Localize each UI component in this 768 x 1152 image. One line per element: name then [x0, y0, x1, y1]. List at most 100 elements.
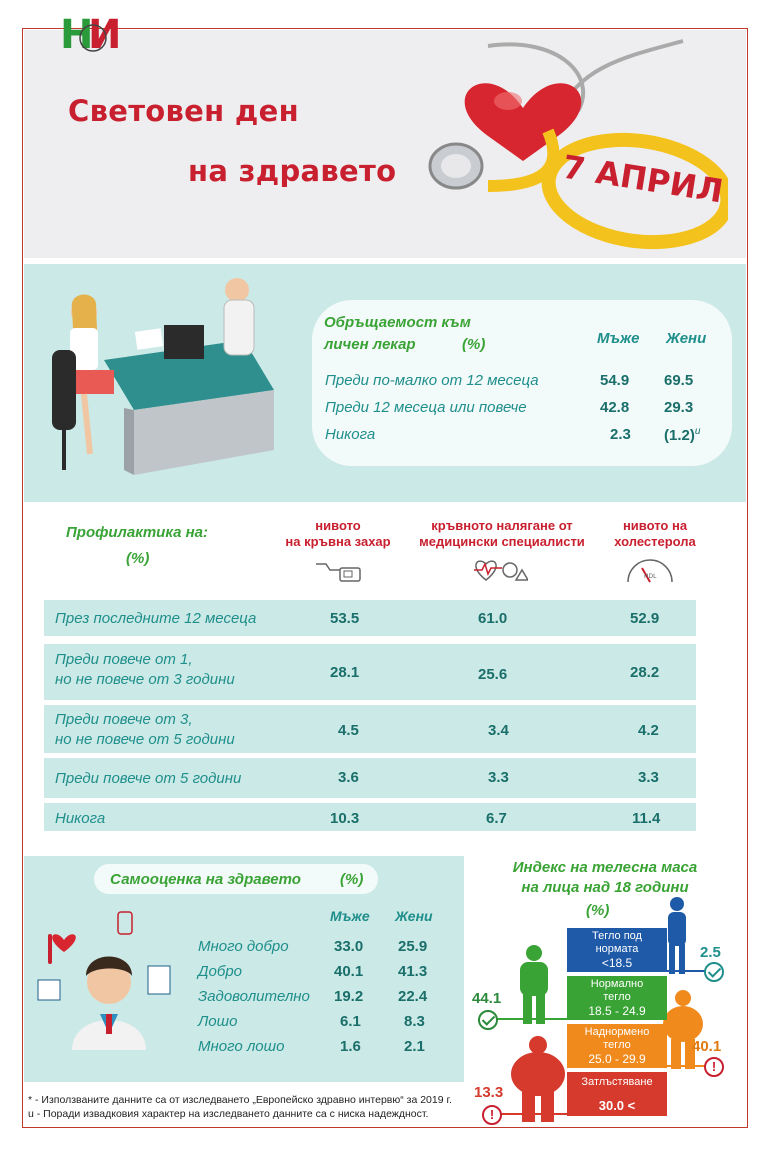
svg-text:HDL: HDL — [644, 573, 657, 580]
prevention-value: 28.2 — [630, 664, 660, 681]
underweight-figure-icon — [668, 897, 686, 974]
self-assessment-unit: (%) — [340, 871, 364, 888]
row-label-line2: но не повече от 3 години — [55, 671, 235, 688]
bmi-connector — [493, 1018, 567, 1020]
bmi-title: Индекс на телесна маса на лица над 18 год… — [470, 858, 740, 898]
obese-figure-icon — [511, 1036, 565, 1122]
prevention-col-header: кръвното налягане от медицински специалис… — [412, 518, 592, 550]
glucometer-icon — [316, 563, 361, 582]
prevention-title: Профилактика на: — [66, 524, 209, 541]
prevention-row-bg — [44, 758, 696, 798]
self-row-women: 8.3 — [404, 1013, 425, 1030]
blood-pressure-icon — [474, 560, 528, 581]
self-row-label: Добро — [198, 963, 243, 980]
bmi-cat-line2: нормата — [595, 943, 639, 955]
col-header-line1: нивото — [315, 518, 361, 533]
footnote-reliability: u - Поради извадковия характер на изслед… — [28, 1108, 429, 1120]
prevention-value: 3.4 — [488, 722, 509, 739]
bmi-title-line1: Индекс на телесна маса — [512, 859, 698, 876]
prevention-value: 61.0 — [478, 610, 508, 627]
col-header-line1: нивото на — [622, 518, 688, 533]
bmi-title-line2: на лица над 18 години — [521, 879, 689, 896]
bmi-cat-range: 30.0 < — [598, 1098, 636, 1113]
self-row-men: 19.2 — [334, 988, 364, 1005]
prevention-row-label: Преди повече от 5 години — [55, 770, 242, 787]
gp-row-men: 54.9 — [600, 372, 630, 389]
bmi-cat-line1: Затлъстяване — [581, 1076, 653, 1088]
prevention-value: 52.9 — [630, 610, 660, 627]
bmi-cat-line1: Наднормено — [584, 1026, 650, 1038]
prevention-value: 6.7 — [486, 810, 507, 827]
prevention-row-bg — [44, 705, 696, 753]
gp-col-women: Жени — [666, 330, 707, 347]
prevention-value: 3.6 — [338, 769, 359, 786]
self-row-label: Много добро — [198, 938, 289, 955]
prevention-row-bg — [44, 600, 696, 636]
self-row-women: 25.9 — [398, 938, 428, 955]
bmi-value: 44.1 — [472, 990, 502, 1007]
prevention-value: 10.3 — [330, 810, 360, 827]
bmi-value: 40.1 — [692, 1038, 722, 1055]
doctor-patient-illustration — [52, 278, 274, 475]
self-col-women: Жени — [395, 908, 433, 924]
col-header-line2: холестерола — [614, 534, 696, 549]
nsi-logo: Н И — [60, 12, 121, 54]
self-row-label: Задоволително — [198, 988, 310, 1005]
page-frame — [22, 28, 748, 1128]
bmi-cat-line2: тегло — [603, 1039, 631, 1051]
self-row-men: 1.6 — [340, 1038, 361, 1055]
bmi-connector — [494, 1113, 567, 1115]
bmi-category-underweight: Тегло под нормата <18.5 — [567, 928, 667, 972]
bmi-cat-range: 18.5 - 24.9 — [588, 1004, 646, 1018]
gp-unit: (%) — [462, 336, 486, 353]
bmi-connector — [667, 970, 707, 972]
bmi-value: 2.5 — [700, 944, 721, 961]
bmi-connector — [667, 1065, 707, 1067]
prevention-value: 25.6 — [478, 666, 508, 683]
gp-row-label: Преди 12 месеца или повече — [325, 399, 527, 416]
gp-row-men: 2.3 — [610, 426, 631, 443]
reliability-note-marker: u — [694, 426, 701, 437]
row-label-line2: но не повече от 5 години — [55, 731, 235, 748]
prevention-value: 3.3 — [638, 769, 659, 786]
doctor-avatar-illustration — [37, 911, 171, 1050]
row-label-line1: Преди повече от 1, — [55, 651, 193, 668]
gp-title-line1: Обръщаемост към — [324, 314, 471, 331]
warning-icon: ! — [482, 1105, 502, 1125]
bmi-value: 13.3 — [474, 1084, 504, 1101]
self-col-men: Мъже — [330, 908, 370, 924]
bmi-cat-range: <18.5 — [601, 956, 633, 970]
bmi-cat-line1: Тегло под — [592, 930, 642, 942]
prevention-col-header: нивото на холестерола — [600, 518, 710, 550]
self-row-label: Много лошо — [198, 1038, 285, 1055]
bmi-cat-line2: тегло — [603, 991, 631, 1003]
col-header-line2: медицински специалисти — [419, 534, 585, 549]
self-assessment-title-pill — [94, 864, 378, 894]
self-row-men: 40.1 — [334, 963, 364, 980]
prevention-row-label: Преди повече от 1, но не повече от 3 годи… — [55, 650, 235, 690]
prevention-value: 4.5 — [338, 722, 359, 739]
bmi-cat-range: 25.0 - 29.9 — [588, 1052, 646, 1066]
self-row-men: 6.1 — [340, 1013, 361, 1030]
prevention-unit: (%) — [126, 550, 150, 567]
bmi-unit: (%) — [586, 902, 610, 919]
self-row-women: 2.1 — [404, 1038, 425, 1055]
gp-row-women-value: (1.2) — [664, 427, 695, 444]
col-header-line1: кръвното налягане от — [431, 518, 573, 533]
prevention-row-label: През последните 12 месеца — [55, 610, 257, 627]
gp-row-women: (1.2)u — [664, 426, 700, 444]
prevention-value: 28.1 — [330, 664, 360, 681]
self-row-men: 33.0 — [334, 938, 364, 955]
gp-row-women: 29.3 — [664, 399, 694, 416]
self-row-women: 41.3 — [398, 963, 428, 980]
gp-row-label: Преди по-малко от 12 месеца — [325, 372, 539, 389]
col-header-line2: на кръвна захар — [285, 534, 391, 549]
hero-title-line1: Световен ден — [68, 94, 299, 128]
check-icon — [704, 962, 724, 982]
prevention-value: 11.4 — [632, 810, 661, 827]
footnote-source: * - Използваните данните са от изследван… — [28, 1094, 452, 1106]
prevention-row-bg — [44, 644, 696, 700]
warning-icon: ! — [704, 1057, 724, 1077]
prevention-value: 3.3 — [488, 769, 509, 786]
prevention-value: 53.5 — [330, 610, 360, 627]
